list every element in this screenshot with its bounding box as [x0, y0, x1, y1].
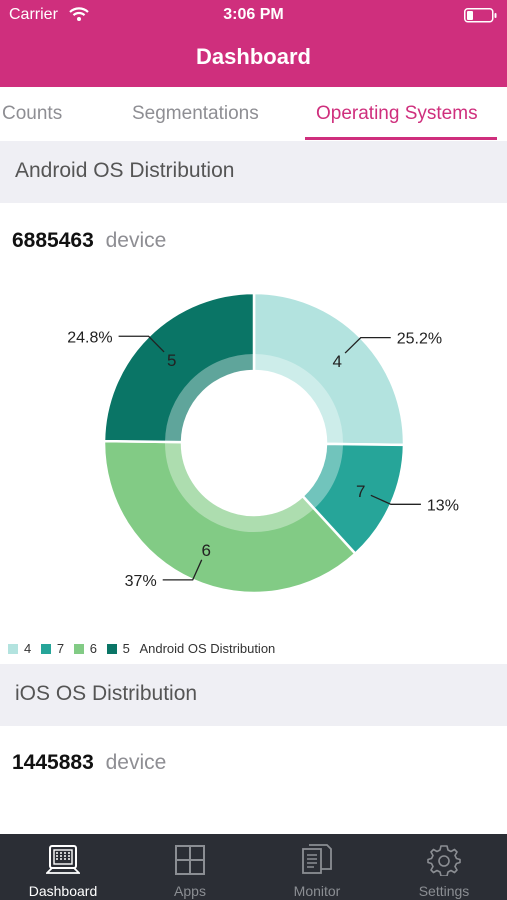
tabbar-monitor[interactable]: Monitor	[254, 834, 380, 900]
slice-inner-highlight	[165, 441, 315, 532]
slice-value-label: 37%	[125, 573, 157, 590]
donut-slice	[252, 291, 406, 447]
donut-slice	[102, 439, 358, 595]
carrier-label: Carrier	[9, 6, 58, 23]
slice-value-label: 24.8%	[67, 329, 112, 346]
tab-segmentations[interactable]: Segmentations	[132, 103, 259, 124]
ios-section-header: iOS OS Distribution	[0, 664, 507, 726]
wifi-icon	[69, 7, 89, 21]
monitor-document-icon	[302, 844, 332, 874]
slice-inner-highlight	[253, 354, 343, 445]
legend-label: 5	[122, 641, 130, 656]
donut-slice	[102, 291, 256, 444]
tabbar-apps-label: Apps	[174, 883, 206, 899]
slice-category-label: 4	[333, 352, 342, 371]
android-section-header: Android OS Distribution	[0, 141, 507, 203]
android-device-count: 6885463 device	[12, 229, 166, 253]
battery-icon	[464, 8, 497, 23]
page-title: Dashboard	[196, 44, 311, 69]
tabbar-dashboard-label: Dashboard	[28, 883, 98, 899]
legend-item: 4	[8, 641, 31, 656]
clock: 3:06 PM	[223, 6, 284, 23]
tabbar-monitor-label: Monitor	[293, 883, 341, 899]
android-count-unit: device	[105, 229, 167, 252]
legend-dataset-label: Android OS Distribution	[139, 641, 276, 656]
ios-device-count: 1445883 device	[12, 751, 166, 770]
tab-operating-systems[interactable]: Operating Systems	[316, 103, 478, 124]
segmented-tabs: Counts Segmentations Operating Systems	[0, 87, 507, 142]
slice-value-label: 13%	[427, 497, 459, 514]
slice-inner-highlight	[303, 443, 343, 509]
legend-label: 7	[56, 641, 65, 656]
android-os-donut-chart[interactable]: 4 25.2% 7 13% 6 37% 5 24.8%	[0, 270, 507, 630]
gear-icon	[427, 845, 461, 876]
leader-line	[370, 494, 421, 505]
leader-line	[162, 559, 203, 581]
tabbar-settings[interactable]: Settings	[381, 834, 507, 900]
status-bar: Carrier 3:06 PM	[0, 0, 507, 32]
slice-category-label: 5	[167, 351, 176, 370]
tabbar-apps[interactable]: Apps	[127, 834, 253, 900]
active-tab-indicator	[305, 137, 497, 140]
slice-category-label: 7	[356, 482, 365, 501]
android-section-title: Android OS Distribution	[15, 159, 235, 182]
legend-swatch	[8, 644, 18, 654]
legend-label: 4	[24, 641, 32, 656]
tab-counts[interactable]: Counts	[2, 103, 63, 124]
app-header: Carrier 3:06 PM Dashboard	[0, 0, 507, 87]
tabbar-settings-label: Settings	[418, 883, 470, 899]
leader-line	[344, 336, 391, 354]
apps-grid-icon	[175, 845, 205, 875]
slice-value-label: 25.2%	[397, 331, 442, 348]
legend-label: 6	[89, 641, 97, 656]
chart-legend: 4 7 6 5 Android OS Distribution	[8, 641, 281, 656]
legend-item: 5	[106, 641, 130, 656]
legend-item: 6	[73, 641, 97, 656]
tabbar-dashboard[interactable]: Dashboard	[0, 834, 126, 900]
ios-section-title: iOS OS Distribution	[15, 682, 198, 705]
dashboard-icon	[46, 845, 80, 874]
bottom-tab-bar: Dashboard Apps Monitor Settings	[0, 834, 507, 900]
legend-swatch	[40, 644, 51, 654]
leader-line	[118, 335, 165, 353]
ios-count-value: 1445883	[12, 751, 94, 770]
legend-swatch	[73, 644, 84, 654]
legend-item: 7	[40, 641, 65, 656]
slice-inner-highlight	[165, 354, 255, 443]
android-count-value: 6885463	[12, 229, 94, 252]
slice-category-label: 6	[201, 541, 210, 560]
legend-swatch	[106, 644, 117, 654]
ios-count-unit: device	[105, 751, 167, 770]
